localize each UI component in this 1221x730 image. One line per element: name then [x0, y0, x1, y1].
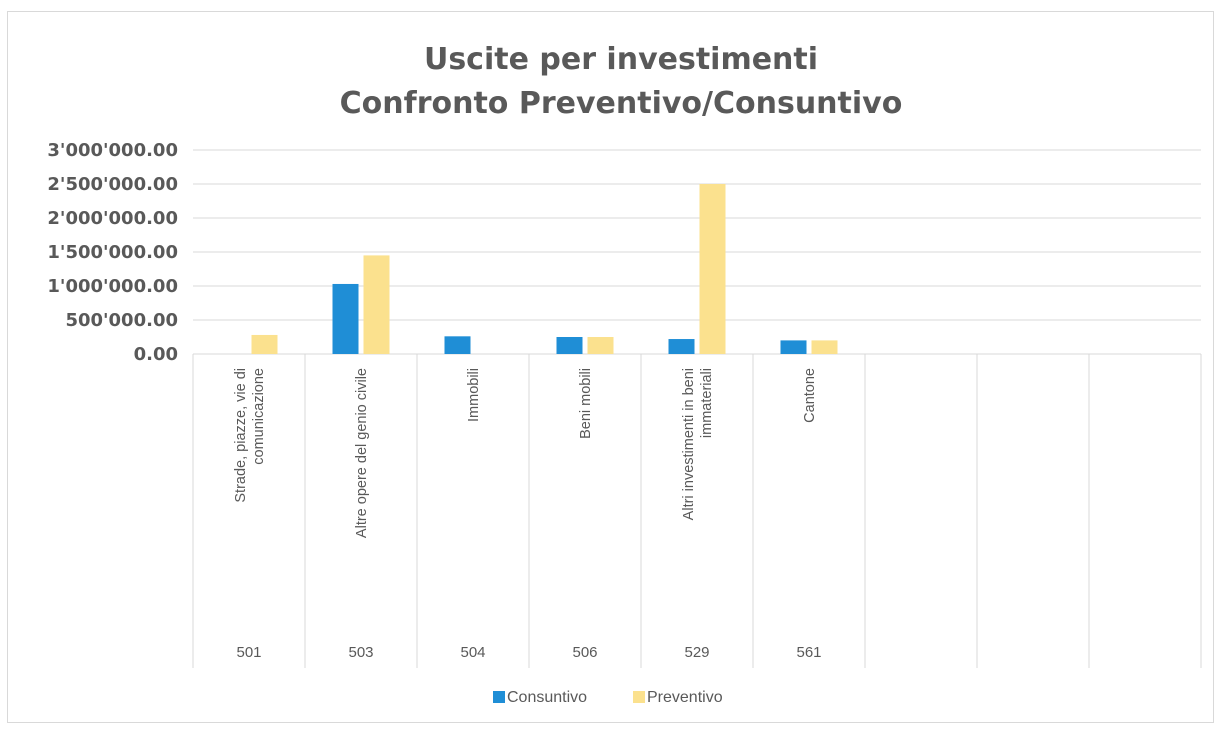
- chart-title: Uscite per investimenti Confronto Preven…: [340, 42, 903, 121]
- category-code: 501: [236, 644, 261, 661]
- category-code: 529: [684, 644, 709, 661]
- bar-preventivo-529: [699, 184, 726, 354]
- y-axis-tick-labels: 0.00 500'000.00 1'000'000.00 1'500'000.00 2'…: [47, 140, 178, 365]
- category-label: Beni mobili: [578, 368, 594, 439]
- y-tick-label: 2'500'000.00: [47, 174, 178, 195]
- chart-title-line-1: Uscite per investimenti: [424, 42, 818, 77]
- category-code: 504: [460, 644, 485, 661]
- bars: [251, 184, 838, 354]
- bar-consuntivo-506: [556, 337, 583, 354]
- y-tick-label: 500'000.00: [65, 310, 178, 331]
- bar-consuntivo-503: [332, 283, 359, 354]
- legend-label-preventivo: Preventivo: [647, 689, 723, 706]
- bar-consuntivo-529: [668, 339, 695, 354]
- category-label: Altri investimenti in beni: [681, 368, 697, 520]
- legend-swatch-preventivo: [633, 691, 645, 703]
- legend-label-consuntivo: Consuntivo: [507, 689, 587, 706]
- y-tick-label: 2'000'000.00: [47, 208, 178, 229]
- legend: Consuntivo Preventivo: [493, 689, 723, 706]
- category-label: Cantone: [802, 368, 818, 423]
- category-code: 503: [348, 644, 373, 661]
- bar-preventivo-503: [363, 255, 390, 354]
- x-axis-categories: Strade, piazze, vie di comunicazione 501 Al…: [233, 368, 822, 661]
- bar-consuntivo-561: [780, 340, 807, 354]
- y-tick-label: 3'000'000.00: [47, 140, 178, 161]
- bar-chart: Uscite per investimenti Confronto Preven…: [47, 42, 1202, 706]
- category-code: 561: [796, 644, 821, 661]
- chart-area: Uscite per investimenti Confronto Preven…: [7, 11, 1214, 723]
- bar-preventivo-506: [587, 337, 614, 354]
- category-code: 506: [572, 644, 597, 661]
- category-label: Strade, piazze, vie di: [233, 368, 249, 503]
- gridlines: [192, 149, 1202, 668]
- bar-preventivo-501: [251, 334, 278, 354]
- category-label: Altre opere del genio civile: [354, 368, 370, 538]
- category-label: immateriali: [699, 368, 715, 438]
- chart-title-line-2: Confronto Preventivo/Consuntivo: [340, 86, 903, 121]
- y-tick-label: 0.00: [134, 344, 178, 365]
- category-label: comunicazione: [251, 368, 267, 465]
- bar-consuntivo-504: [444, 336, 471, 354]
- category-label: Immobili: [466, 368, 482, 422]
- bar-preventivo-561: [811, 340, 838, 354]
- y-tick-label: 1'000'000.00: [47, 276, 178, 297]
- y-tick-label: 1'500'000.00: [47, 242, 178, 263]
- legend-swatch-consuntivo: [493, 691, 505, 703]
